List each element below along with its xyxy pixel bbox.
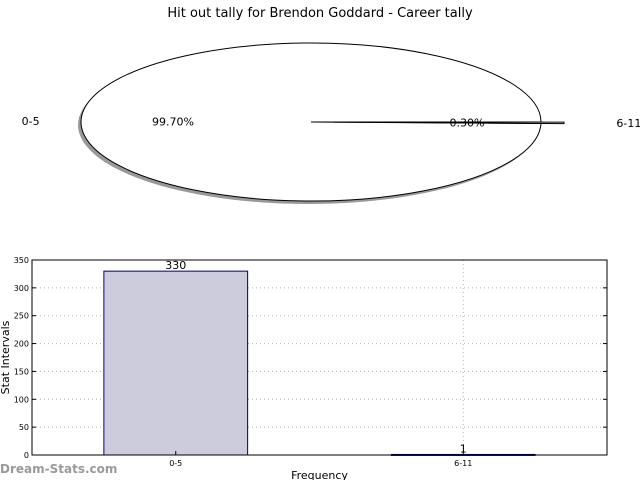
pie-pct-label: 0.30% <box>450 116 485 129</box>
x-axis-label: Frequency <box>291 469 348 480</box>
pie-pct-label: 99.70% <box>152 116 194 129</box>
pie-label: 0-5 <box>22 115 40 128</box>
y-tick-label: 300 <box>14 284 29 293</box>
y-tick-label: 0 <box>24 451 29 460</box>
chart-title: Hit out tally for Brendon Goddard - Care… <box>167 6 473 21</box>
x-tick-label: 0-5 <box>169 459 182 468</box>
y-tick-label: 100 <box>14 395 29 404</box>
y-tick-label: 350 <box>14 256 29 265</box>
watermark: Dream-Stats.com <box>0 462 118 476</box>
pie-label: 6-11 <box>616 117 640 130</box>
y-tick-label: 200 <box>14 340 29 349</box>
x-tick-label: 6-11 <box>454 459 472 468</box>
y-tick-label: 50 <box>19 423 29 432</box>
pie-slice-0-5 <box>80 42 542 202</box>
pie-slice-6-11 <box>333 121 565 125</box>
y-tick-label: 250 <box>14 312 29 321</box>
bar-value-label: 1 <box>460 442 467 455</box>
bar-0-5 <box>103 270 249 456</box>
plot-frame <box>31 259 608 456</box>
y-axis-label: Stat Intervals <box>0 320 12 394</box>
y-tick-label: 150 <box>14 367 29 376</box>
bar-value-label: 330 <box>165 259 186 272</box>
